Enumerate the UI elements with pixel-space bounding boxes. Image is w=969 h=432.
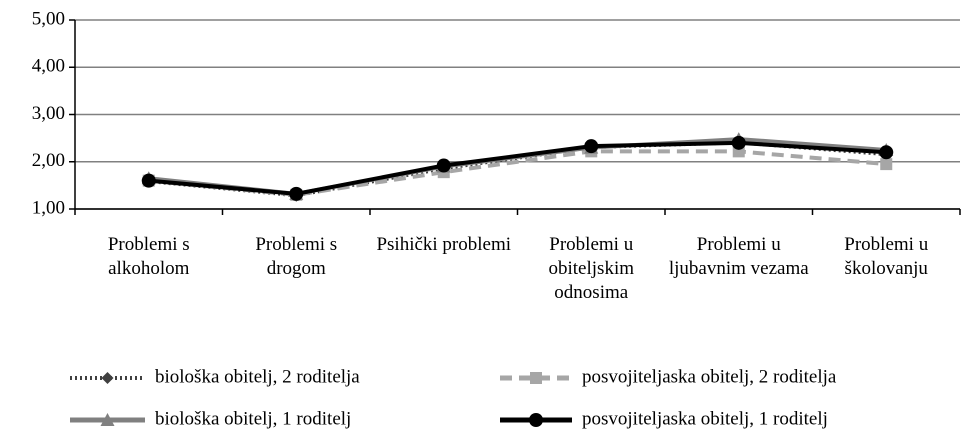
legend-label: biološka obitelj, 1 roditelj xyxy=(155,408,351,429)
series-line xyxy=(148,141,887,198)
point xyxy=(141,173,156,188)
y-tick-label: 5,00 xyxy=(32,8,65,29)
x-tick-label: Problemi u obiteljskim odnosima xyxy=(548,234,635,303)
point xyxy=(436,158,451,173)
y-tick-label: 1,00 xyxy=(32,197,65,218)
legend-label: posvojiteljaska obitelj, 1 roditelj xyxy=(582,408,828,429)
x-tick-label: Problemi s drogom xyxy=(255,234,338,279)
point xyxy=(879,145,894,160)
legend-marker xyxy=(530,372,542,384)
y-tick-label: 3,00 xyxy=(32,103,65,124)
point xyxy=(584,139,599,154)
legend-label: posvojiteljaska obitelj, 2 roditelja xyxy=(582,366,837,387)
point xyxy=(731,135,746,150)
series-line xyxy=(148,140,887,196)
x-tick-label: Psihički problemi xyxy=(376,234,512,255)
point xyxy=(880,158,893,171)
x-tick-label: Problemi u školovanju xyxy=(844,234,929,279)
x-tick-label: Problemi s alkoholom xyxy=(107,234,190,279)
x-tick-label: Problemi u ljubavnim vezama xyxy=(668,234,809,279)
legend-label: biološka obitelj, 2 roditelja xyxy=(155,366,360,387)
y-tick-label: 4,00 xyxy=(32,56,65,77)
legend-marker xyxy=(529,413,543,427)
y-tick-label: 2,00 xyxy=(32,150,65,171)
legend-marker xyxy=(101,372,114,384)
legend-marker xyxy=(100,413,115,426)
point xyxy=(289,186,304,201)
